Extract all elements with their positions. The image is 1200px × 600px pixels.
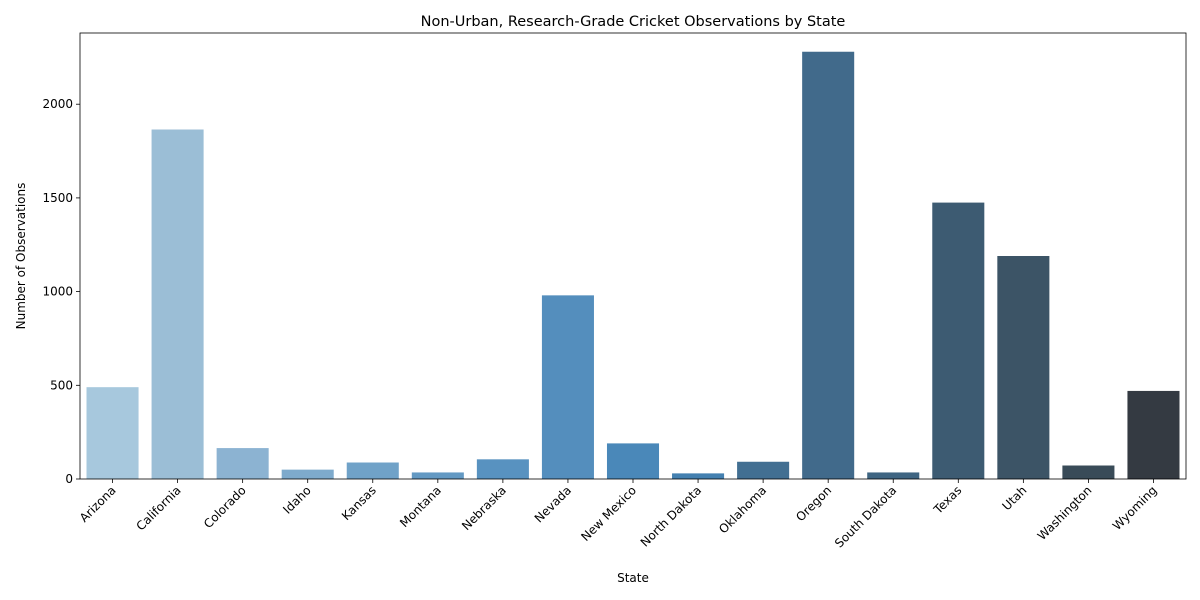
x-tick-label-south-dakota: South Dakota — [832, 483, 899, 550]
bar-washington — [1062, 465, 1115, 479]
x-tick-label-nevada: Nevada — [532, 483, 574, 525]
bars-group — [86, 51, 1180, 479]
bar-oregon — [802, 51, 855, 479]
bar-arizona — [86, 387, 139, 479]
bar-south-dakota — [867, 472, 920, 479]
bar-nevada — [541, 295, 594, 479]
x-tick-label-new-mexico: New Mexico — [578, 483, 639, 544]
x-tick-label-oregon: Oregon — [793, 483, 834, 524]
bar-nebraska — [476, 459, 529, 479]
bar-montana — [411, 472, 464, 479]
x-tick-label-wyoming: Wyoming — [1110, 483, 1160, 533]
y-tick-label: 500 — [50, 378, 73, 392]
y-axis-label: Number of Observations — [14, 183, 28, 330]
x-axis-label: State — [617, 571, 649, 585]
bar-kansas — [346, 462, 399, 479]
x-tick-label-idaho: Idaho — [280, 483, 314, 517]
y-tick-label: 1000 — [42, 285, 73, 299]
bar-texas — [932, 202, 985, 479]
x-tick-label-california: California — [134, 483, 184, 533]
y-tick-label: 2000 — [42, 97, 73, 111]
x-tick-label-montana: Montana — [397, 483, 444, 530]
bar-wyoming — [1127, 390, 1180, 479]
x-tick-label-colorado: Colorado — [201, 483, 249, 531]
x-tick-label-texas: Texas — [930, 483, 964, 517]
x-tick-label-utah: Utah — [999, 483, 1029, 513]
x-tick-label-washington: Washington — [1035, 483, 1095, 543]
bar-idaho — [281, 469, 334, 479]
y-axis: 0 500 1000 1500 2000 — [42, 97, 80, 486]
bar-new-mexico — [606, 443, 660, 479]
bar-california — [151, 129, 204, 479]
x-axis: Arizona California Colorado Idaho Kansas Mont… — [77, 479, 1160, 551]
x-tick-label-oklahoma: Oklahoma — [716, 483, 769, 536]
bar-north-dakota — [672, 473, 725, 479]
x-tick-label-north-dakota: North Dakota — [638, 483, 704, 549]
bar-utah — [997, 256, 1050, 479]
bar-oklahoma — [737, 461, 790, 479]
y-tick-label: 0 — [65, 472, 73, 486]
chart-title: Non-Urban, Research-Grade Cricket Observ… — [421, 14, 846, 30]
x-tick-label-nebraska: Nebraska — [459, 483, 509, 533]
x-tick-label-arizona: Arizona — [77, 483, 119, 525]
x-tick-label-kansas: Kansas — [339, 483, 379, 523]
bar-colorado — [216, 448, 269, 479]
y-tick-label: 1500 — [42, 191, 73, 205]
